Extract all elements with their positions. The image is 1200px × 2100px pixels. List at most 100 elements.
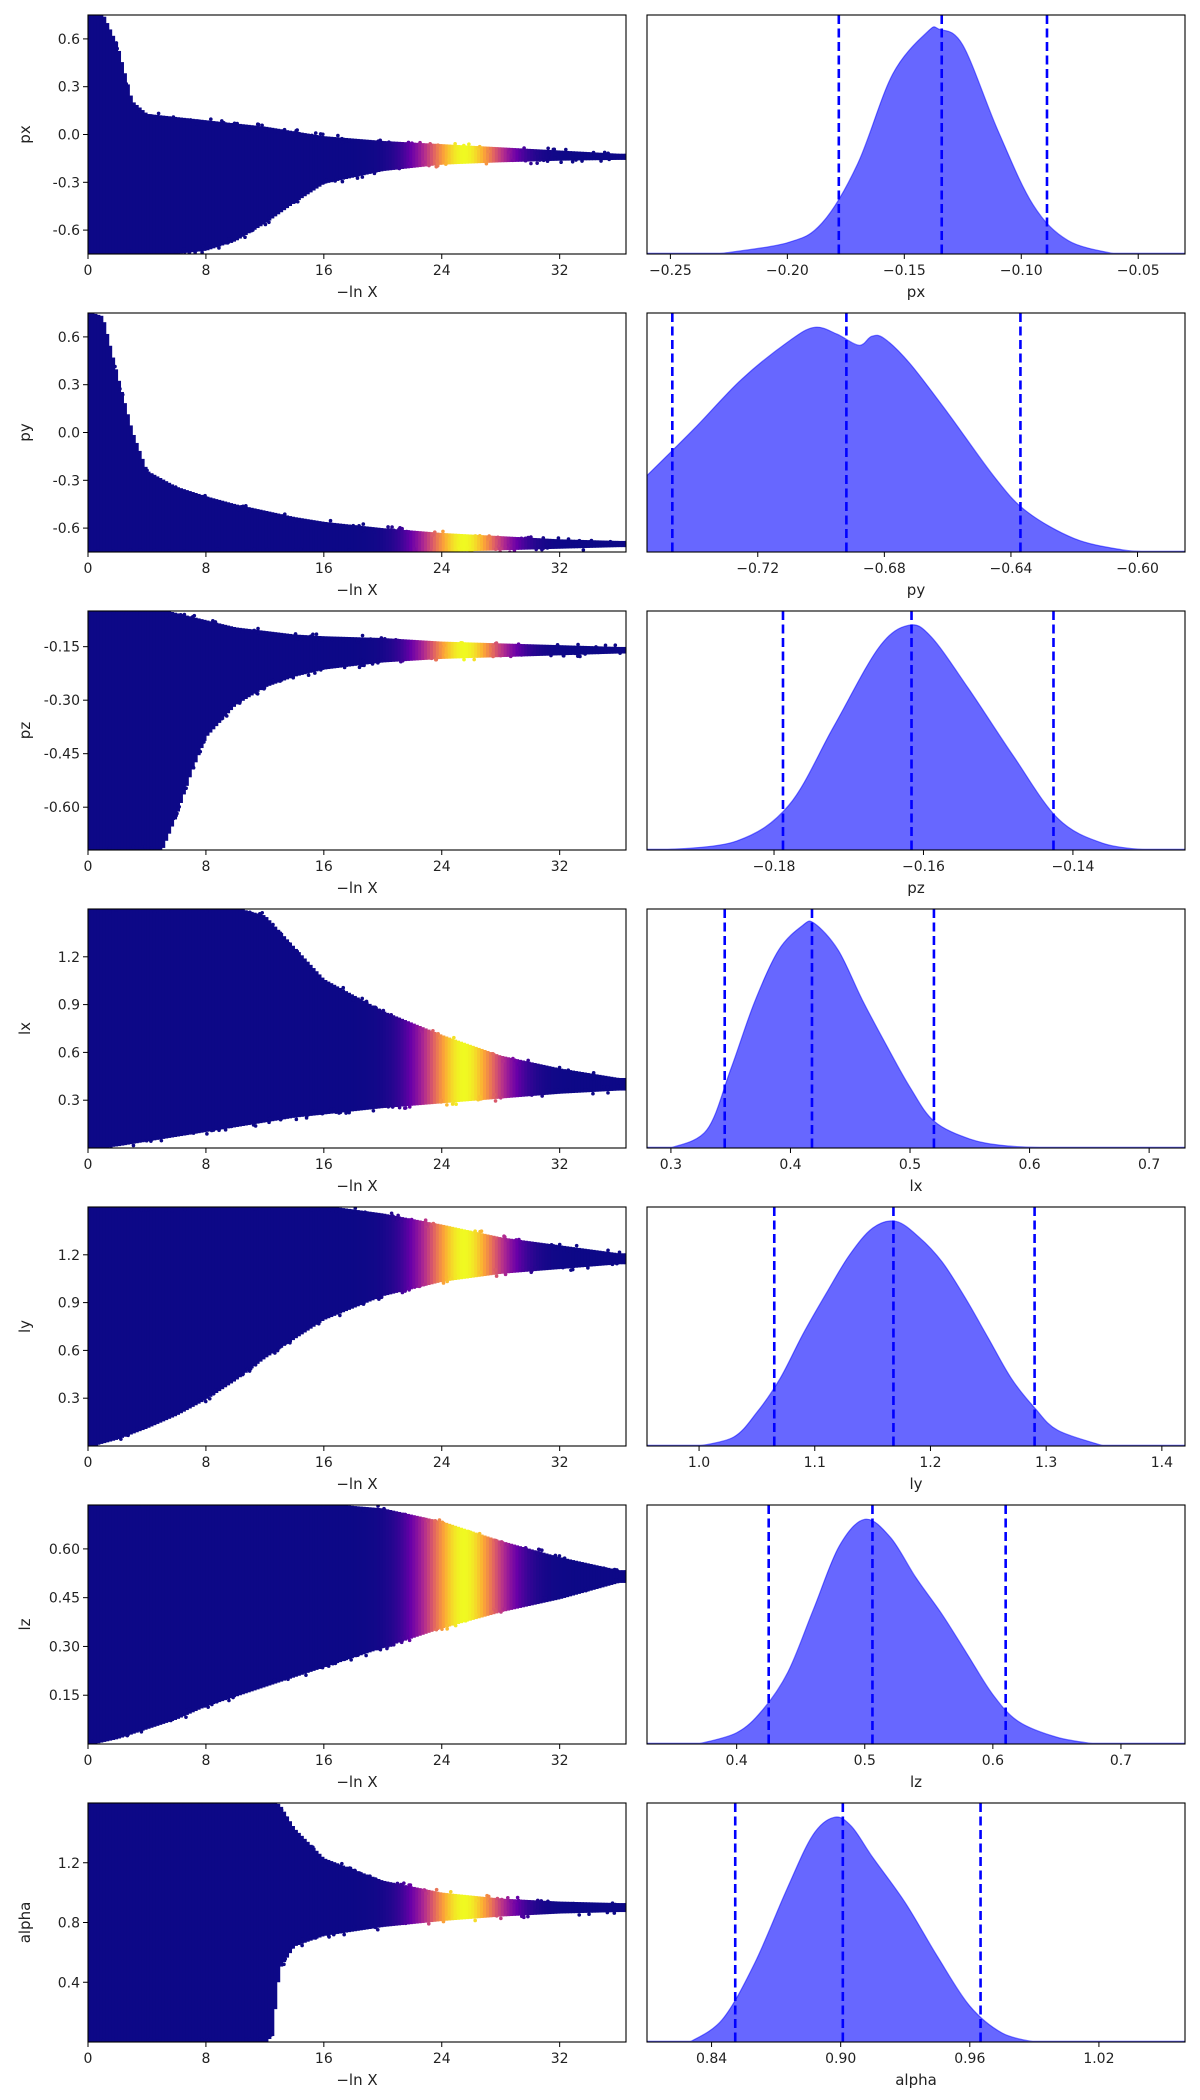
trace-point-strip [406,1885,410,1925]
trace-point [191,1207,196,1210]
trace-point [115,851,119,855]
trace-point-strip [483,1896,487,1918]
trace-point-strip [105,23,110,254]
trace-point [173,1500,177,1504]
trace-point-strip [282,1811,287,1963]
trace-point-strip [108,611,113,850]
trace-point-strip [226,1803,231,2042]
trace-point [251,1120,256,1125]
trace-point-strip [371,140,375,174]
trace-point [247,127,251,132]
trace-point-strip [214,1207,219,1394]
trace-point-strip [550,1066,555,1095]
trace-point-strip [176,117,180,254]
trace-point-strip [565,1069,570,1094]
trace-point [188,118,193,122]
trace-point-strip [276,929,281,1121]
trace-point [117,1202,121,1206]
trace-point-strip [279,1505,284,1682]
trace-point-strip [152,611,157,850]
trace-point [144,1207,148,1212]
trace-point-strip [427,1889,431,1923]
trace-point-strip [574,645,578,655]
trace-point [564,647,569,652]
trace-point [138,611,142,616]
trace-point-strip [146,909,151,1142]
trace-point-strip [235,1803,239,2042]
trace-point-strip [335,986,340,1114]
trace-point-strip [471,145,475,164]
trace-point [126,904,130,908]
trace-point-strip [173,612,178,820]
trace-point-strip [612,1252,617,1265]
trace-point [365,1105,369,1109]
trace-point [278,679,282,683]
trace-point [318,132,323,136]
x-tick-label: 0.4 [726,1753,748,1769]
trace-point-strip [612,153,617,160]
trace-point [549,155,553,160]
trace-point-strip [485,1234,490,1276]
x-tick-label: 0 [84,859,93,875]
x-tick-label: 16 [315,1753,333,1769]
trace-point-strip [539,149,543,162]
trace-point [547,1245,552,1250]
trace-point-strip [441,1035,446,1104]
trace-point [474,1898,479,1903]
trace-point-strip [223,1207,228,1388]
trace-point-strip [609,1252,614,1265]
trace-point [334,1110,338,1114]
trace-point-strip [267,920,272,1122]
trace-point-strip [320,521,325,552]
trace-point [305,1113,310,1118]
trace-point [552,156,557,160]
trace-point [386,141,391,146]
trace-point [198,749,203,754]
trace-point-strip [441,533,446,552]
trace-point-strip [238,123,242,239]
trace-point-strip [568,1246,573,1269]
trace-point [445,1103,449,1107]
trace-point [324,522,328,527]
trace-point [379,1295,384,1300]
trace-point-strip [515,148,519,162]
trace-point [347,138,351,143]
trace-point-strip [556,1556,561,1600]
trace-point-strip [503,536,508,551]
trace-point-strip [144,909,148,1142]
trace-point-strip [559,645,564,656]
trace-point-strip [297,1207,301,1337]
trace-point [232,121,237,126]
trace-point-strip [488,535,493,551]
trace-point-strip [556,1068,561,1094]
trace-point-strip [176,1803,180,2042]
trace-point-strip [618,1570,623,1583]
trace-point-strip [547,538,552,549]
trace-point [146,1506,150,1511]
trace-point [383,142,388,146]
trace-point-strip [329,522,334,552]
trace-point-strip [226,122,231,244]
trace-point-strip [409,1886,413,1925]
trace-point-strip [341,989,346,1113]
trace-point-strip [264,631,269,687]
trace-point-strip [197,1505,201,1710]
trace-point-strip [518,537,522,550]
trace-point-strip [356,1871,360,1931]
trace-point [333,1863,338,1867]
trace-point-strip [132,1803,136,2042]
trace-point [512,549,517,552]
trace-point [574,1243,579,1248]
trace-point-strip [141,1505,145,1731]
trace-point-strip [491,535,496,551]
trace-point-strip [320,1207,325,1321]
trace-point [610,1262,615,1267]
trace-point [175,811,179,816]
trace-point-strip [477,1232,481,1277]
trace-point-strip [141,1207,145,1431]
trace-point-strip [503,1237,508,1274]
trace-point-strip [170,611,175,827]
trace-point [197,1799,201,1803]
trace-point [606,647,610,652]
trace-point-strip [120,1803,124,2042]
